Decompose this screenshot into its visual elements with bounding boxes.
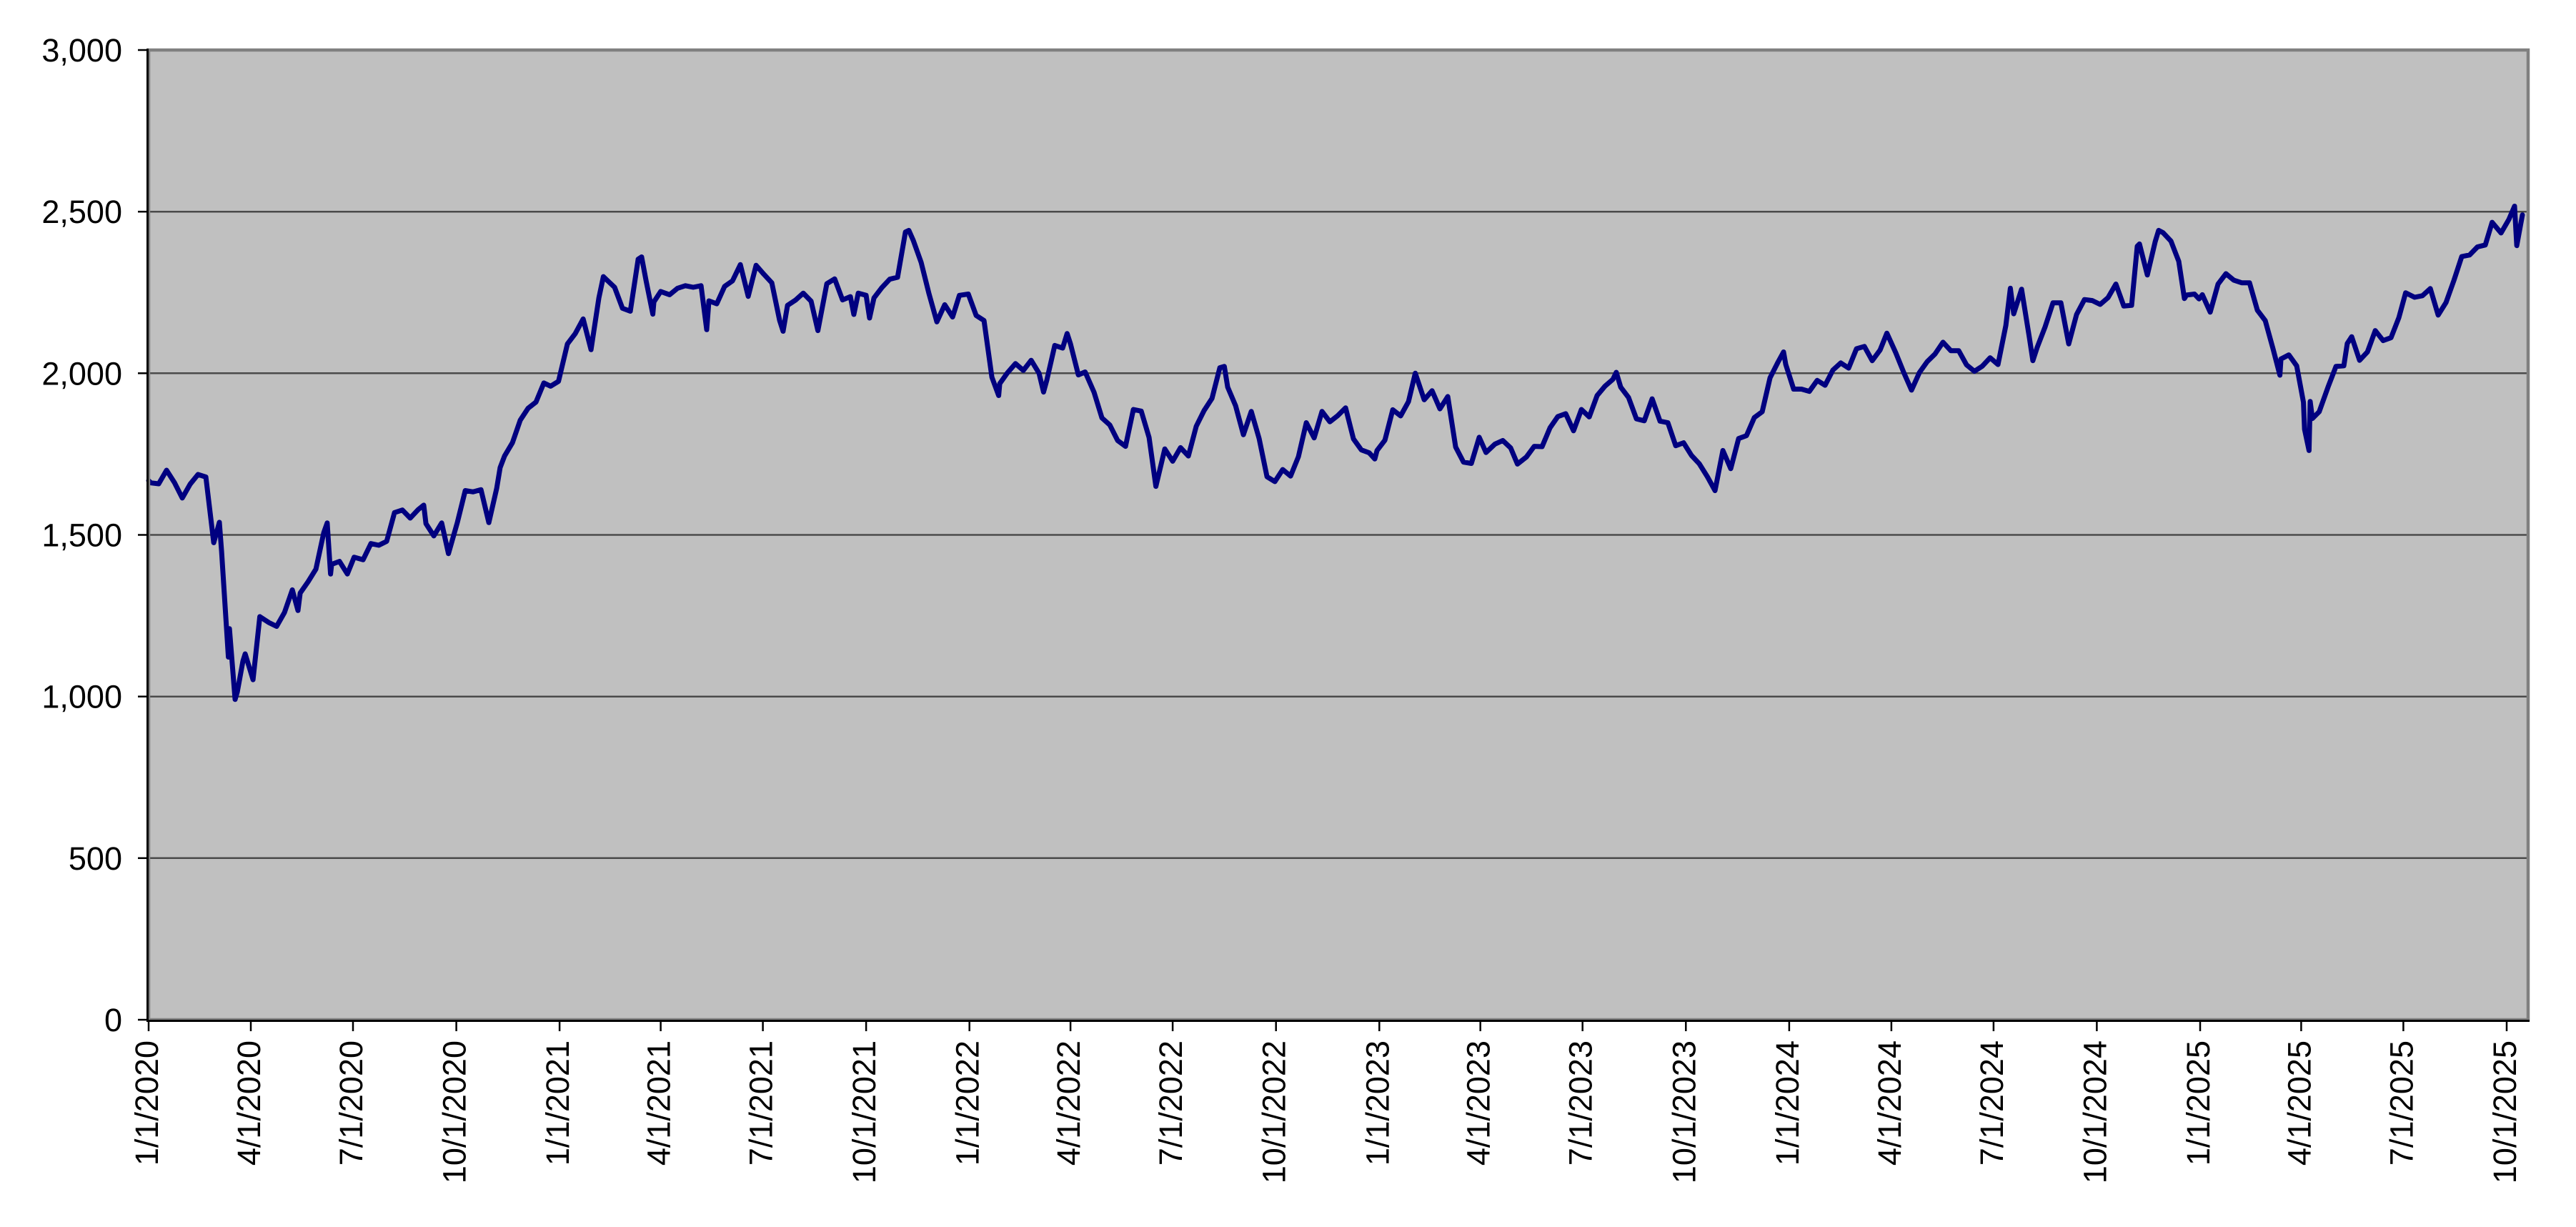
x-axis-label: 4/1/2020	[231, 1040, 267, 1166]
y-axis-label: 500	[69, 840, 122, 877]
y-axis-label: 1,500	[41, 517, 122, 554]
x-axis-label: 10/1/2021	[846, 1040, 882, 1183]
x-axis-label: 7/1/2023	[1563, 1040, 1599, 1166]
x-axis-label: 7/1/2022	[1153, 1040, 1189, 1166]
x-axis-label: 4/1/2021	[641, 1040, 677, 1166]
x-axis-label: 4/1/2023	[1461, 1040, 1497, 1166]
x-axis-label: 10/1/2023	[1666, 1040, 1702, 1183]
x-axis-labels: 1/1/2020 4/1/2020 7/1/2020 10/1/2020 1/1/202…	[129, 1040, 2523, 1183]
y-axis-label: 1,000	[41, 679, 122, 715]
x-axis-label: 10/1/2025	[2487, 1040, 2523, 1183]
y-axis-label: 3,000	[41, 32, 122, 69]
series-line	[146, 204, 2525, 702]
x-axis-label: 1/1/2025	[2180, 1040, 2217, 1166]
x-axis-label: 10/1/2022	[1256, 1040, 1293, 1183]
y-axis-label: 2,000	[41, 355, 122, 392]
series-line-group	[146, 204, 2525, 702]
tick-marks	[138, 49, 2508, 1031]
x-axis-label: 10/1/2020	[437, 1040, 473, 1183]
x-axis-label: 4/1/2022	[1050, 1040, 1087, 1166]
x-axis-label: 1/1/2022	[950, 1040, 986, 1166]
x-axis-label: 1/1/2023	[1359, 1040, 1396, 1166]
x-axis-label: 7/1/2020	[333, 1040, 369, 1166]
x-axis-label: 10/1/2024	[2077, 1040, 2113, 1183]
x-axis-label: 4/1/2025	[2281, 1040, 2317, 1166]
y-axis-label: 2,500	[41, 194, 122, 230]
x-axis-label: 7/1/2024	[1974, 1040, 2010, 1166]
gridlines	[149, 210, 2528, 860]
x-axis-label: 1/1/2021	[539, 1040, 576, 1166]
x-axis-label: 7/1/2025	[2383, 1040, 2420, 1166]
y-axis-label: 0	[104, 1002, 122, 1038]
x-axis-label: 4/1/2024	[1871, 1040, 1908, 1166]
x-axis-label: 1/1/2024	[1769, 1040, 1806, 1166]
x-axis-label: 7/1/2021	[743, 1040, 780, 1166]
y-axis-labels: 0 500 1,000 1,500 2,000 2,500 3,000	[41, 32, 122, 1038]
x-axis-label: 1/1/2020	[129, 1040, 165, 1166]
